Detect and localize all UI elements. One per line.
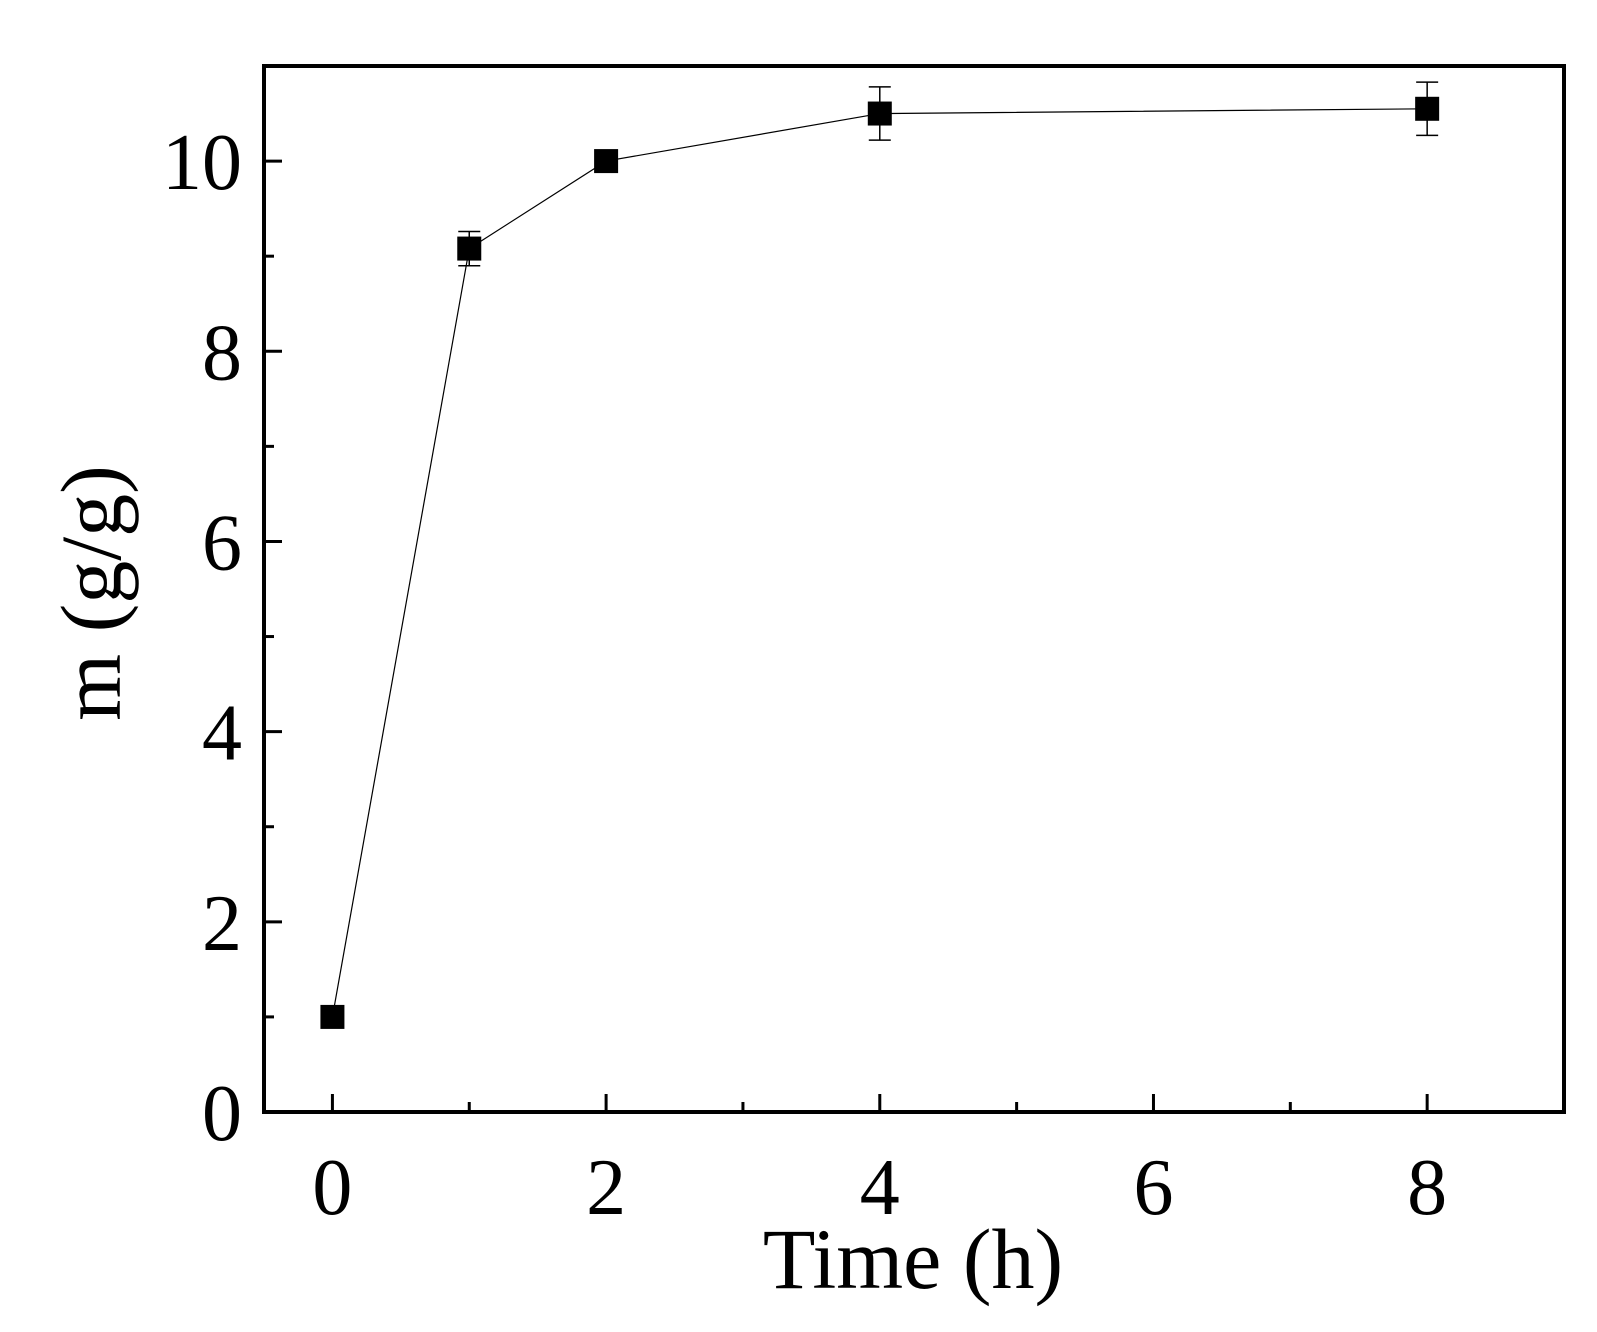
y-tick-label-2: 4 bbox=[202, 690, 242, 778]
data-point-4 bbox=[1415, 96, 1440, 121]
y-tick-label-3: 6 bbox=[202, 499, 242, 587]
data-point-0 bbox=[320, 1004, 345, 1029]
x-tick-label-0: 0 bbox=[312, 1144, 352, 1232]
y-axis-title: m (g/g) bbox=[43, 465, 139, 721]
y-tick-label-4: 8 bbox=[202, 309, 242, 397]
data-point-3 bbox=[867, 101, 892, 126]
plot-frame bbox=[262, 64, 1566, 1114]
x-tick-label-4: 8 bbox=[1407, 1144, 1447, 1232]
data-point-1 bbox=[457, 236, 482, 261]
y-tick-label-1: 2 bbox=[202, 880, 242, 968]
y-tick-label-5: 10 bbox=[162, 119, 242, 207]
y-tick-label-0: 0 bbox=[202, 1070, 242, 1158]
data-point-2 bbox=[594, 149, 619, 174]
plot-layer: 0 2 4 6 8 0 2 4 6 8 10 bbox=[162, 64, 1566, 1232]
x-tick-label-1: 2 bbox=[586, 1144, 626, 1232]
x-axis-title: Time (h) bbox=[763, 1211, 1063, 1307]
series-line-0 bbox=[331, 108, 1428, 1018]
x-tick-label-2: 4 bbox=[860, 1144, 900, 1232]
x-tick-label-3: 6 bbox=[1133, 1144, 1173, 1232]
